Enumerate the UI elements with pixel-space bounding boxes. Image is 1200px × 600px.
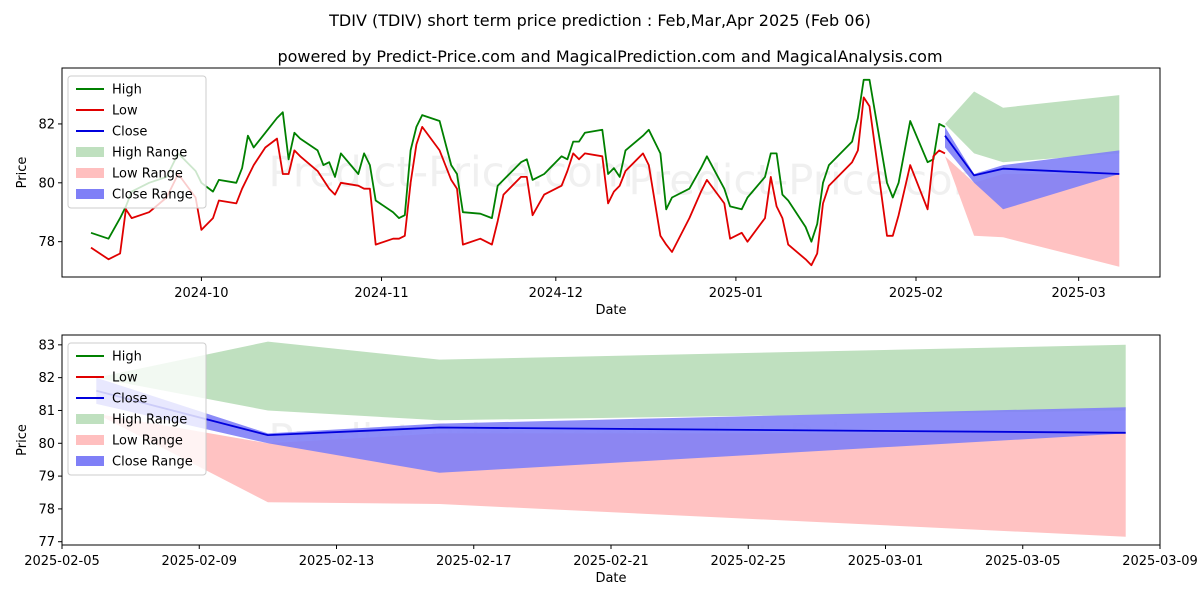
x-axis-label: Date (595, 571, 626, 586)
legend-label: High Range (112, 146, 187, 161)
x-tick-label: 2025-02-17 (436, 554, 512, 569)
high-line (90, 78, 946, 243)
high-range-band (945, 91, 1120, 163)
y-tick-label: 78 (38, 235, 55, 250)
legend-label: Low (112, 371, 138, 386)
x-tick-label: 2025-03-05 (985, 554, 1061, 569)
low-line (90, 96, 946, 267)
y-tick-label: 80 (38, 176, 55, 191)
legend-label: Low Range (112, 167, 183, 182)
legend-swatch-high-range (76, 147, 104, 157)
legend-label: High (112, 83, 142, 98)
y-tick-label: 77 (38, 535, 55, 550)
y-tick-label: 80 (38, 437, 55, 452)
x-tick-label: 2024-12 (529, 286, 583, 301)
y-tick-label: 78 (38, 502, 55, 517)
legend-label: Close Range (112, 455, 193, 470)
x-axis-label: Date (595, 303, 626, 318)
x-tick-label: 2025-01 (709, 286, 763, 301)
x-tick-label: 2024-10 (174, 286, 228, 301)
y-tick-label: 82 (38, 371, 55, 386)
legend-label: High Range (112, 413, 187, 428)
axes-frame (61, 67, 1161, 278)
x-tick-label: 2025-03-01 (848, 554, 924, 569)
x-tick-label: 2025-02-25 (710, 554, 786, 569)
legend-label: Low Range (112, 434, 183, 449)
legend-swatch-low-range (76, 168, 104, 178)
y-axis-label: Price (15, 424, 30, 456)
watermark: Predict-Price.com (628, 156, 993, 205)
x-tick-label: 2025-03-09 (1122, 554, 1198, 569)
y-axis-label: Price (15, 157, 30, 189)
x-tick-label: 2025-02 (889, 286, 943, 301)
high-range-band (96, 341, 1126, 421)
close-range-band (96, 377, 1126, 473)
bottom-panel: Predict-Price.comPredict-Price.com777879… (15, 334, 1198, 586)
x-tick-label: 2025-03 (1052, 286, 1106, 301)
x-tick-label: 2025-02-21 (573, 554, 649, 569)
legend-label: Low (112, 104, 138, 119)
watermark: Predict-Price.com (268, 148, 633, 197)
legend-swatch-close-range (76, 456, 104, 466)
x-tick-label: 2024-11 (354, 286, 408, 301)
legend-swatch-low-range (76, 435, 104, 445)
legend-label: Close (112, 392, 147, 407)
legend-swatch-high-range (76, 414, 104, 424)
close-line (944, 135, 1120, 177)
y-tick-label: 82 (38, 117, 55, 132)
close-range-band (945, 126, 1120, 210)
y-tick-label: 81 (38, 404, 55, 419)
y-tick-label: 79 (38, 470, 55, 485)
x-tick-label: 2025-02-13 (299, 554, 375, 569)
chart-subtitle: powered by Predict-Price.com and Magical… (277, 47, 942, 66)
legend-label: Close Range (112, 188, 193, 203)
chart-title: TDIV (TDIV) short term price prediction … (328, 11, 871, 30)
y-tick-label: 83 (38, 338, 55, 353)
legend-swatch-close-range (76, 189, 104, 199)
x-tick-label: 2025-02-05 (24, 554, 100, 569)
legend-label: High (112, 350, 142, 365)
x-tick-label: 2025-02-09 (161, 554, 237, 569)
legend-label: Close (112, 125, 147, 140)
